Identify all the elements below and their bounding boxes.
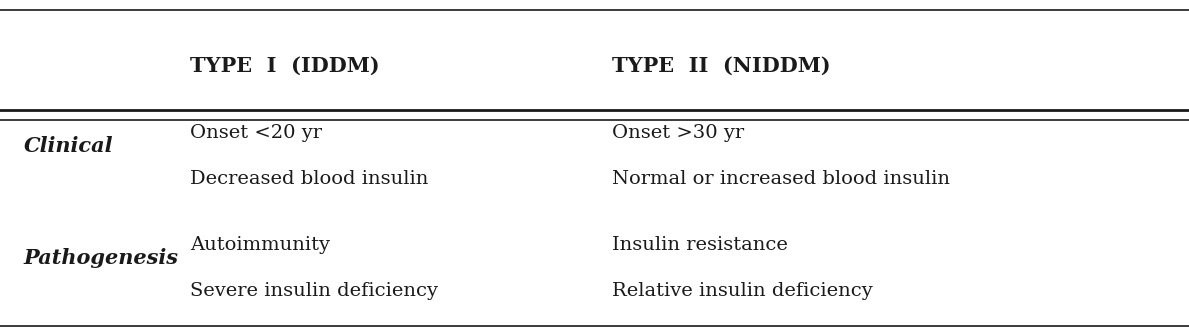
Text: Onset >30 yr: Onset >30 yr — [612, 124, 744, 142]
Text: Clinical: Clinical — [24, 137, 113, 156]
Text: Relative insulin deficiency: Relative insulin deficiency — [612, 282, 873, 300]
Text: Severe insulin deficiency: Severe insulin deficiency — [190, 282, 439, 300]
Text: Normal or increased blood insulin: Normal or increased blood insulin — [612, 170, 950, 188]
Text: Decreased blood insulin: Decreased blood insulin — [190, 170, 428, 188]
Text: Onset <20 yr: Onset <20 yr — [190, 124, 322, 142]
Text: Insulin resistance: Insulin resistance — [612, 236, 788, 254]
Text: Autoimmunity: Autoimmunity — [190, 236, 331, 254]
Text: TYPE  II  (NIDDM): TYPE II (NIDDM) — [612, 56, 831, 76]
Text: TYPE  I  (IDDM): TYPE I (IDDM) — [190, 56, 379, 76]
Text: Pathogenesis: Pathogenesis — [24, 248, 178, 268]
